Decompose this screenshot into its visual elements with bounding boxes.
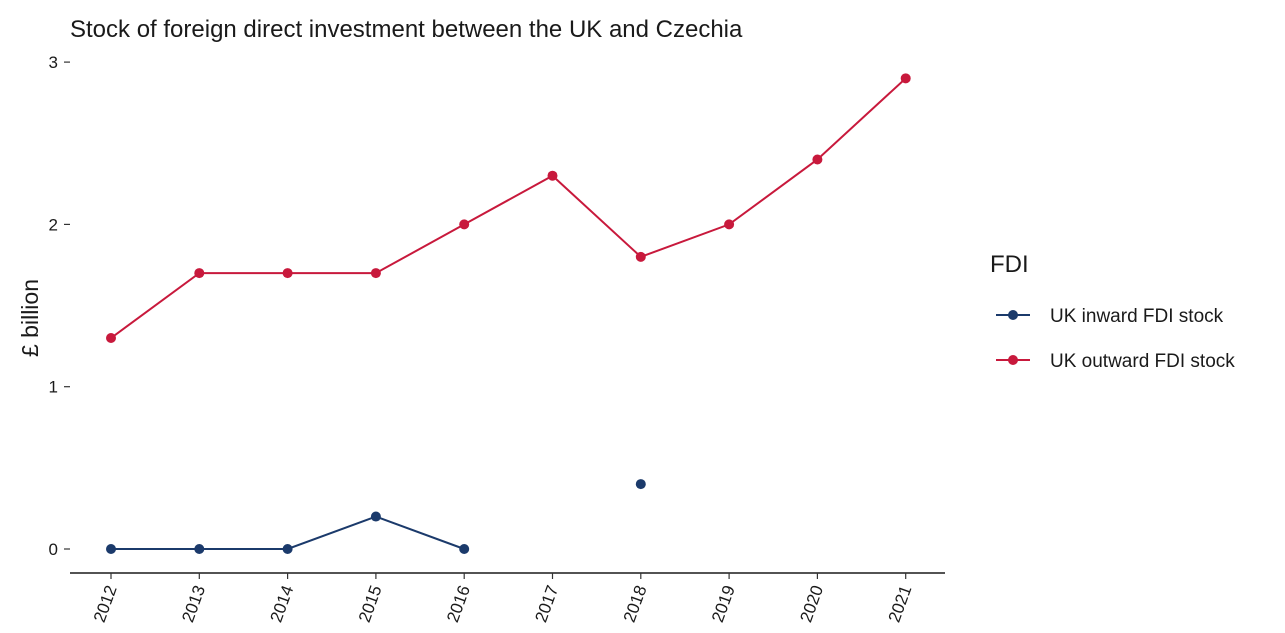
- series-points: [106, 73, 911, 554]
- data-point-uk-outward-fdi-stock: [370, 268, 381, 279]
- series-line-uk-outward-fdi-stock: [110, 77, 907, 339]
- y-tick-label: 1: [49, 378, 58, 397]
- y-tick-label: 2: [49, 215, 58, 234]
- x-tick-label: 2020: [796, 583, 827, 625]
- series-lines: [110, 77, 907, 550]
- legend-key-point-uk-inward-fdi-stock: [1008, 310, 1018, 320]
- data-point-uk-inward-fdi-stock: [459, 544, 470, 554]
- data-point-uk-inward-fdi-stock: [282, 544, 293, 554]
- legend-label-uk-inward-fdi-stock: UK inward FDI stock: [1050, 306, 1224, 327]
- data-point-uk-outward-fdi-stock: [194, 268, 205, 279]
- y-tick-label: 3: [49, 53, 58, 72]
- data-point-uk-inward-fdi-stock: [635, 479, 646, 490]
- data-point-uk-outward-fdi-stock: [900, 73, 911, 84]
- data-point-uk-outward-fdi-stock: [459, 219, 470, 230]
- x-tick-label: 2012: [90, 583, 121, 625]
- data-point-uk-outward-fdi-stock: [812, 154, 823, 165]
- x-tick-label: 2021: [885, 583, 916, 625]
- data-point-uk-outward-fdi-stock: [282, 268, 293, 279]
- x-axis-ticks: 2012 2013 2014 2015 2016 2017 2018 2019 2020 2021: [90, 573, 915, 625]
- x-tick-label: 2018: [620, 583, 651, 625]
- legend-title: FDI: [990, 251, 1029, 278]
- data-point-uk-outward-fdi-stock: [106, 333, 116, 344]
- data-point-uk-inward-fdi-stock: [106, 544, 116, 554]
- legend: FDI UK inward FDI stock UK outward FDI st…: [990, 251, 1235, 372]
- data-point-uk-inward-fdi-stock: [194, 544, 205, 554]
- x-tick-label: 2014: [267, 583, 298, 625]
- legend-label-uk-outward-fdi-stock: UK outward FDI stock: [1050, 351, 1235, 372]
- data-point-uk-outward-fdi-stock: [724, 219, 735, 230]
- y-tick-label: 0: [49, 540, 58, 559]
- y-axis-ticks: 0 1 2 3: [49, 53, 70, 559]
- x-tick-label: 2016: [443, 583, 474, 625]
- x-tick-label: 2013: [178, 583, 209, 625]
- data-point-uk-inward-fdi-stock: [370, 511, 381, 522]
- x-tick-label: 2015: [355, 583, 386, 625]
- data-point-uk-outward-fdi-stock: [635, 251, 646, 262]
- legend-items: UK inward FDI stock UK outward FDI stock: [996, 306, 1235, 372]
- chart-title: Stock of foreign direct investment betwe…: [70, 16, 743, 43]
- x-tick-label: 2017: [531, 583, 562, 625]
- x-tick-label: 2019: [708, 583, 739, 625]
- legend-key-point-uk-outward-fdi-stock: [1008, 355, 1018, 365]
- data-point-uk-outward-fdi-stock: [547, 170, 558, 181]
- y-axis-title: £ billion: [17, 279, 43, 357]
